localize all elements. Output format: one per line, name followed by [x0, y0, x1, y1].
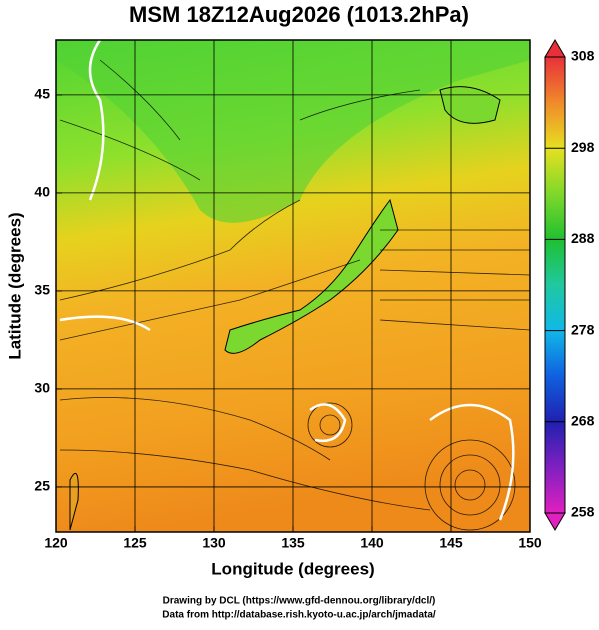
y-tick-label: 35 — [34, 282, 50, 298]
colorbar-tick-label: 278 — [571, 321, 595, 337]
x-axis-label: Longitude (degrees) — [211, 559, 374, 578]
colorbar-tick-label: 298 — [571, 139, 595, 155]
x-tick-label: 140 — [360, 535, 384, 551]
colorbar — [544, 56, 566, 514]
streamlines — [59, 59, 530, 531]
colorbar-min-arrow — [544, 512, 566, 531]
colorbar-tick-label: 258 — [571, 504, 595, 520]
footer-line: Drawing by DCL (https://www.gfd-dennou.o… — [163, 596, 436, 607]
x-tick-label: 130 — [202, 535, 226, 551]
x-tick-label: 150 — [518, 535, 542, 551]
colorbar-tick-label: 268 — [571, 413, 595, 429]
map — [56, 40, 530, 532]
contours — [59, 40, 515, 521]
y-tick-label: 40 — [34, 184, 50, 200]
y-axis-label: Latitude (degrees) — [5, 212, 24, 359]
x-tick-label: 125 — [123, 535, 147, 551]
x-tick-label: 120 — [44, 535, 68, 551]
colorbar-tick-label: 308 — [571, 48, 595, 64]
y-tick-label: 45 — [34, 86, 50, 102]
x-tick-label: 145 — [439, 535, 463, 551]
y-tick-label: 25 — [34, 478, 50, 494]
colorbar-max-arrow — [544, 39, 566, 58]
hokkaido — [439, 86, 501, 124]
taiwan — [69, 472, 79, 531]
footer-line: Data from http://database.rish.kyoto-u.a… — [162, 610, 436, 621]
colorbar-tick-label: 288 — [571, 230, 595, 246]
y-tick-label: 30 — [34, 380, 50, 396]
title: MSM 18Z12Aug2026 (1013.2hPa) — [129, 2, 469, 27]
x-tick-label: 135 — [281, 535, 305, 551]
